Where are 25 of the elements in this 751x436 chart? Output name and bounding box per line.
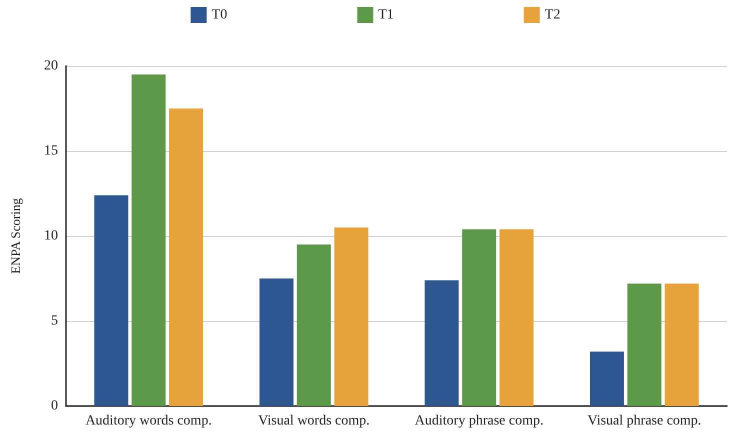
y-tick-label: 15 xyxy=(44,144,58,158)
legend-label: T1 xyxy=(378,8,394,22)
bar xyxy=(500,229,534,406)
bar xyxy=(259,278,294,406)
legend-label: T0 xyxy=(212,8,228,22)
bar xyxy=(590,352,624,406)
y-tick-label: 5 xyxy=(51,314,58,328)
bar xyxy=(94,195,128,406)
bar xyxy=(424,280,459,406)
bar xyxy=(334,228,368,406)
x-tick-label: Visual phrase comp. xyxy=(587,414,702,428)
y-tick-label: 10 xyxy=(44,228,58,244)
y-tick-label: 0 xyxy=(51,398,58,414)
x-tick-label: Visual words comp. xyxy=(258,414,370,428)
bar xyxy=(627,284,662,406)
legend-label: T2 xyxy=(544,8,560,22)
y-tick-label: 20 xyxy=(44,58,58,74)
bar xyxy=(132,74,166,406)
x-tick-label: Auditory words comp. xyxy=(85,414,212,428)
bar xyxy=(169,108,204,406)
bar xyxy=(462,229,496,406)
bar xyxy=(664,284,699,406)
y-axis-title: ENPA Scoring xyxy=(8,198,23,274)
x-tick-label: Auditory phrase comp. xyxy=(414,414,544,428)
bar xyxy=(296,244,331,406)
